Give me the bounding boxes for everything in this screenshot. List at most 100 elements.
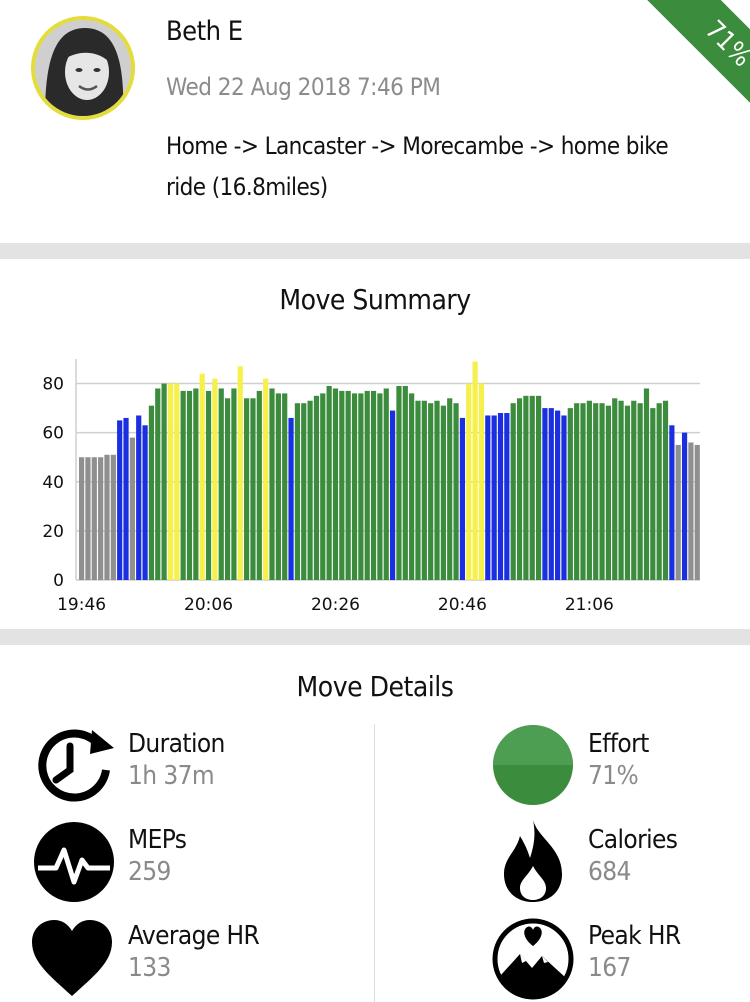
x-tick-label: 20:06 xyxy=(184,595,233,615)
chart-bar xyxy=(618,400,624,580)
chart-bar xyxy=(402,386,408,580)
chart-bar xyxy=(250,398,256,580)
move-summary-chart: 0 20 40 60 80 19:46 20:06 20:26 20:46 21:06 xyxy=(0,345,750,630)
peak-heart-mountain-icon xyxy=(492,918,574,1000)
details-column-separator xyxy=(374,724,375,1002)
chart-bar xyxy=(167,383,174,580)
chart-bar xyxy=(339,390,345,580)
y-tick-label: 20 xyxy=(42,522,64,542)
chart-bar xyxy=(345,390,351,580)
chart-bar xyxy=(256,390,262,580)
chart-bar xyxy=(440,405,446,580)
chart-bar xyxy=(91,457,97,580)
effort-stat: Effort 71% xyxy=(588,729,649,791)
flame-icon xyxy=(504,820,562,902)
chart-bar xyxy=(459,417,466,580)
chart-bar xyxy=(332,388,339,580)
duration-stat: Duration 1h 37m xyxy=(128,729,225,791)
chart-bar xyxy=(567,408,573,580)
chart-bar xyxy=(326,386,332,580)
chart-bar xyxy=(681,432,688,580)
chart-bar xyxy=(263,378,269,580)
y-tick-label: 40 xyxy=(42,473,64,493)
chart-bar xyxy=(351,393,358,580)
chart-bar xyxy=(675,444,681,580)
chart-bar xyxy=(542,408,548,580)
chart-bar xyxy=(669,425,675,580)
chart-bar xyxy=(205,390,212,580)
chart-bar xyxy=(244,398,250,580)
activity-header: Beth E Wed 22 Aug 2018 7:46 PM Home -> L… xyxy=(0,0,750,242)
chart-bar xyxy=(155,388,161,580)
move-details-title: Move Details xyxy=(296,670,454,703)
chart-bar xyxy=(186,390,193,580)
chart-bar xyxy=(478,383,485,580)
chart-bar xyxy=(377,393,383,580)
chart-bar xyxy=(136,415,142,580)
chart-bar xyxy=(529,395,535,580)
effort-label: Effort xyxy=(588,729,649,759)
chart-bar xyxy=(161,383,167,580)
chart-bar xyxy=(516,398,523,580)
chart-bar xyxy=(605,405,611,580)
chart-bar xyxy=(218,388,224,580)
x-tick-label: 21:06 xyxy=(565,595,614,615)
peak-hr-label: Peak HR xyxy=(588,921,681,951)
chart-bar xyxy=(548,408,554,580)
calories-value: 684 xyxy=(588,857,631,887)
chart-bar xyxy=(275,393,281,580)
chart-bar xyxy=(555,410,561,580)
activity-title: Home -> Lancaster -> Morecambe -> home b… xyxy=(166,132,669,201)
average-hr-label: Average HR xyxy=(128,921,260,951)
chart-bar xyxy=(237,366,243,580)
chart-bar xyxy=(301,403,307,580)
avatar[interactable] xyxy=(31,16,135,120)
meps-value: 259 xyxy=(128,857,171,887)
chart-bar xyxy=(288,417,294,580)
chart-bar xyxy=(434,400,440,580)
chart-bar xyxy=(364,390,370,580)
chart-bar xyxy=(504,413,510,580)
chart-bar xyxy=(599,403,605,580)
chart-bar xyxy=(612,398,618,580)
chart-bar xyxy=(561,415,567,580)
chart-bar xyxy=(117,420,123,580)
y-tick-label: 0 xyxy=(53,571,64,591)
x-tick-label: 19:46 xyxy=(57,595,106,615)
chart-bar xyxy=(79,457,85,580)
chart-bar xyxy=(193,388,199,580)
meps-label: MEPs xyxy=(128,825,187,855)
x-tick-label: 20:46 xyxy=(438,595,487,615)
chart-bar xyxy=(485,415,491,580)
chart-bar xyxy=(104,454,110,580)
effort-value: 71% xyxy=(588,761,639,791)
chart-bar xyxy=(656,403,662,580)
chart-bar xyxy=(180,390,186,580)
chart-bar xyxy=(358,393,364,580)
chart-bar xyxy=(631,400,637,580)
duration-label: Duration xyxy=(128,729,225,759)
average-hr-stat: Average HR 133 xyxy=(128,921,260,983)
user-name: Beth E xyxy=(166,16,243,47)
chart-bar xyxy=(199,373,205,580)
move-summary-title: Move Summary xyxy=(279,283,471,316)
chart-bar xyxy=(523,395,529,580)
chart-bar xyxy=(212,378,218,580)
meps-pulse-icon xyxy=(34,822,114,902)
avatar-photo xyxy=(35,20,131,116)
effort-circle-icon xyxy=(493,725,573,805)
chart-bar xyxy=(694,444,700,580)
chart-bar xyxy=(110,454,116,580)
chart-bar xyxy=(282,393,288,580)
chart-bar xyxy=(535,395,542,580)
activity-datetime: Wed 22 Aug 2018 7:46 PM xyxy=(166,73,441,101)
chart-bar xyxy=(415,400,421,580)
effort-corner-badge: 71% xyxy=(620,0,750,130)
chart-bar xyxy=(643,388,650,580)
chart-bar xyxy=(307,400,313,580)
chart-bar xyxy=(688,442,694,580)
chart-bar xyxy=(497,413,504,580)
chart-bar xyxy=(593,403,599,580)
heart-icon xyxy=(32,920,112,996)
chart-bar xyxy=(662,400,669,580)
